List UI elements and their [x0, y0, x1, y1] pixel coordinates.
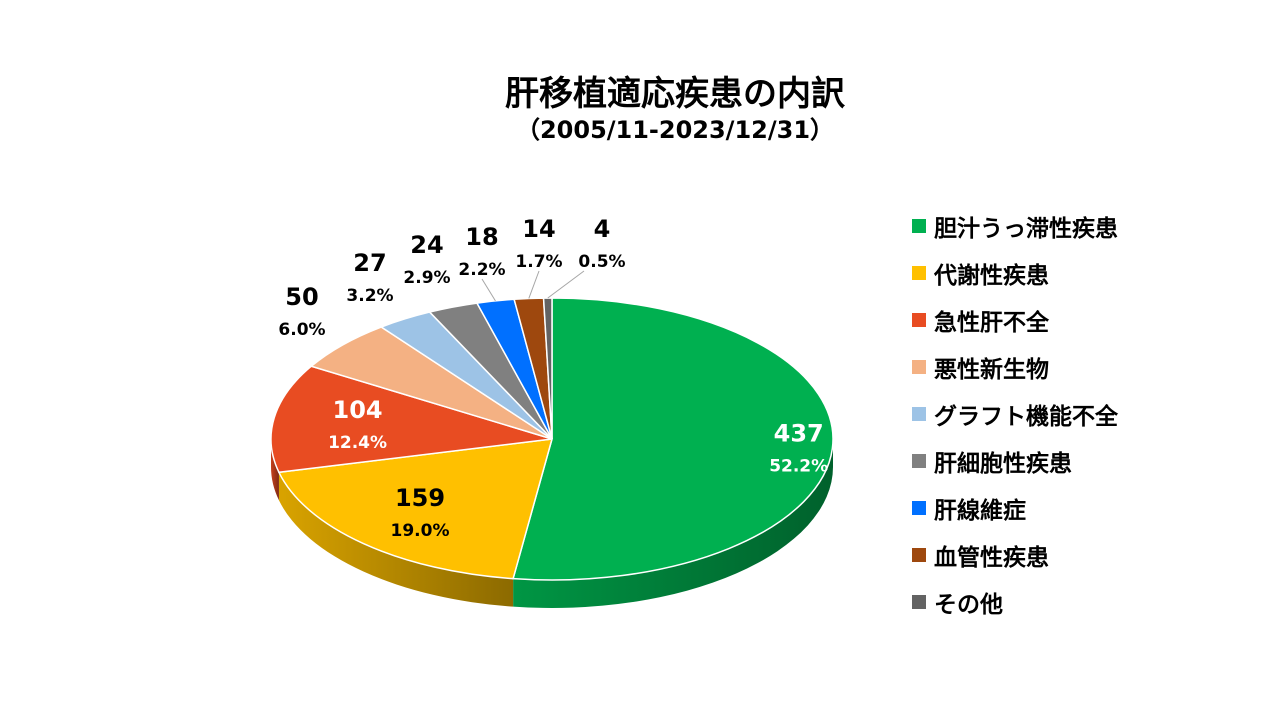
legend-swatch-7	[912, 547, 926, 562]
legend-swatch-4	[912, 406, 926, 421]
legend-swatch-1	[912, 265, 926, 280]
percent-label-8: 0.5%	[578, 252, 625, 272]
legend-swatch-3	[912, 359, 926, 374]
legend-item-4: グラフト機能不全	[912, 390, 1118, 437]
legend-item-0: 胆汁うっ滞性疾患	[912, 202, 1118, 249]
value-label-4: 27	[353, 249, 386, 277]
value-label-8: 4	[594, 215, 611, 243]
value-label-0: 437	[774, 420, 824, 448]
percent-label-6: 2.2%	[458, 260, 505, 280]
legend-swatch-6	[912, 500, 926, 515]
legend-item-6: 肝線維症	[912, 484, 1118, 531]
legend-item-8: その他	[912, 578, 1118, 625]
percent-label-4: 3.2%	[346, 286, 393, 306]
chart-subtitle: （2005/11-2023/12/31）	[515, 116, 835, 144]
legend-label-8: その他	[934, 591, 1003, 618]
percent-label-3: 6.0%	[278, 320, 325, 340]
legend-label-3: 悪性新生物	[934, 356, 1049, 383]
pie-slice-2	[270, 365, 553, 474]
legend-swatch-2	[912, 312, 926, 327]
pie-slice-1	[277, 438, 554, 580]
legend-item-2: 急性肝不全	[912, 296, 1118, 343]
leader-line-7	[528, 270, 540, 299]
value-label-3: 50	[285, 283, 318, 311]
pie-side-walls	[271, 439, 833, 608]
pie-side-2	[271, 439, 279, 501]
legend-label-6: 肝線維症	[934, 497, 1026, 524]
value-label-1: 159	[395, 484, 445, 512]
legend-item-3: 悪性新生物	[912, 343, 1118, 390]
value-label-2: 104	[333, 396, 383, 424]
leader-line-8	[547, 270, 585, 299]
chart-title: 肝移植適応疾患の内訳	[505, 74, 845, 114]
legend: 胆汁うっ滞性疾患 代謝性疾患急性肝不全悪性新生物グラフト機能不全 肝細胞性疾患 肝線維…	[912, 202, 1118, 625]
legend-item-1: 代謝性疾患	[912, 249, 1118, 296]
legend-label-1: 代謝性疾患	[934, 262, 1049, 289]
value-label-7: 14	[522, 215, 555, 243]
percent-label-1: 19.0%	[391, 521, 450, 541]
legend-swatch-0	[912, 218, 926, 233]
percent-label-0: 52.2%	[769, 457, 828, 477]
data-labels: 437 52.2% 159 19.0% 104 12.4% 50 6.0% 27 3.2% 24 2.…	[278, 215, 828, 541]
legend-item-5: 肝細胞性疾患	[912, 437, 1118, 484]
pie-slice-0	[512, 297, 834, 581]
value-label-5: 24	[410, 231, 443, 259]
leader-line-6	[481, 278, 496, 302]
pie-side-0	[513, 439, 833, 608]
pie-side-1	[278, 472, 514, 607]
legend-swatch-8	[912, 594, 926, 609]
legend-label-4: グラフト機能不全	[934, 403, 1118, 430]
percent-label-7: 1.7%	[515, 252, 562, 272]
legend-label-2: 急性肝不全	[934, 309, 1049, 336]
percent-label-5: 2.9%	[403, 268, 450, 288]
legend-label-5: 肝細胞性疾患	[934, 450, 1072, 477]
legend-label-0: 胆汁うっ滞性疾患	[934, 215, 1118, 242]
legend-item-7: 血管性疾患	[912, 531, 1118, 578]
pie-slices	[270, 297, 834, 581]
value-label-6: 18	[465, 223, 498, 251]
percent-label-2: 12.4%	[328, 433, 387, 453]
legend-swatch-5	[912, 453, 926, 468]
legend-label-7: 血管性疾患	[934, 544, 1049, 571]
